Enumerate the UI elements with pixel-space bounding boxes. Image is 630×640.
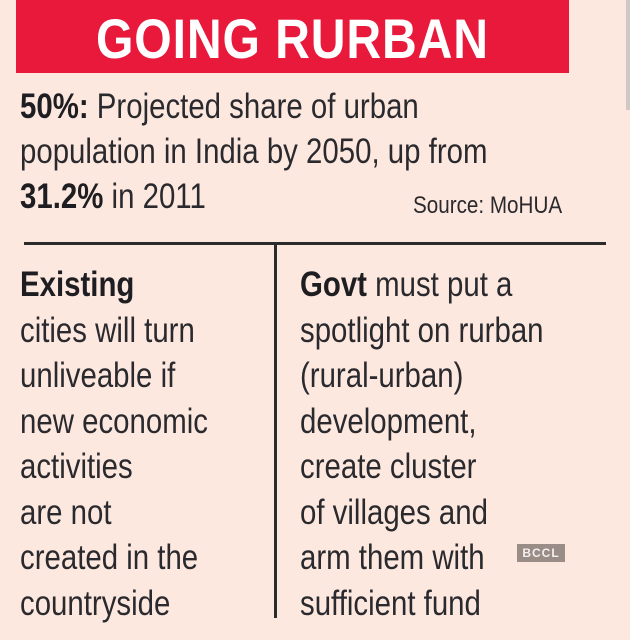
horizontal-divider <box>24 242 606 245</box>
source-credit: Source: MoHUA <box>413 192 563 219</box>
stat-text-1: Projected share of urban <box>88 87 419 126</box>
stat-text-3: in 2011 <box>103 177 206 216</box>
right-line: (rural-urban) <box>300 356 464 395</box>
right-edge-strip <box>626 0 630 110</box>
right-line: sufficient fund <box>300 583 481 623</box>
stat-value-2050: 50%: <box>20 87 89 126</box>
right-lead-line: Govt must put a <box>300 262 569 308</box>
right-line: of villages and <box>300 492 488 532</box>
right-line: arm them with <box>300 538 485 577</box>
stat-value-2011: 31.2% <box>20 177 104 216</box>
right-line: development, <box>300 401 477 441</box>
right-line: spotlight on rurban <box>300 310 544 350</box>
left-line: new economic <box>20 401 208 441</box>
stat-line-3: 31.2% in 2011 <box>20 174 524 219</box>
left-column: Existing cities will turn unliveable if … <box>20 262 270 626</box>
vertical-divider <box>274 243 277 618</box>
right-lead: Govt <box>300 265 367 304</box>
banner-title: GOING RURBAN <box>96 7 489 70</box>
left-lead: Existing <box>20 265 135 304</box>
left-line: cities will turn <box>20 310 195 350</box>
left-line: countryside <box>20 583 171 623</box>
stat-block: 50%: Projected share of urban population… <box>20 84 620 219</box>
right-lead-rest: must put a <box>366 265 513 304</box>
left-line: unliveable if <box>20 356 176 395</box>
bccl-watermark: BCCL <box>517 544 565 562</box>
left-line: activities <box>20 447 133 486</box>
right-column: Govt must put a spotlight on rurban (rur… <box>300 262 620 626</box>
stat-line-2: population in India by 2050, up from <box>20 132 488 171</box>
stat-line-1: 50%: Projected share of urban <box>20 84 524 129</box>
right-line: create cluster <box>300 447 477 486</box>
left-line: created in the <box>20 538 199 577</box>
title-banner: GOING RURBAN <box>16 0 569 73</box>
left-line: are not <box>20 492 112 532</box>
